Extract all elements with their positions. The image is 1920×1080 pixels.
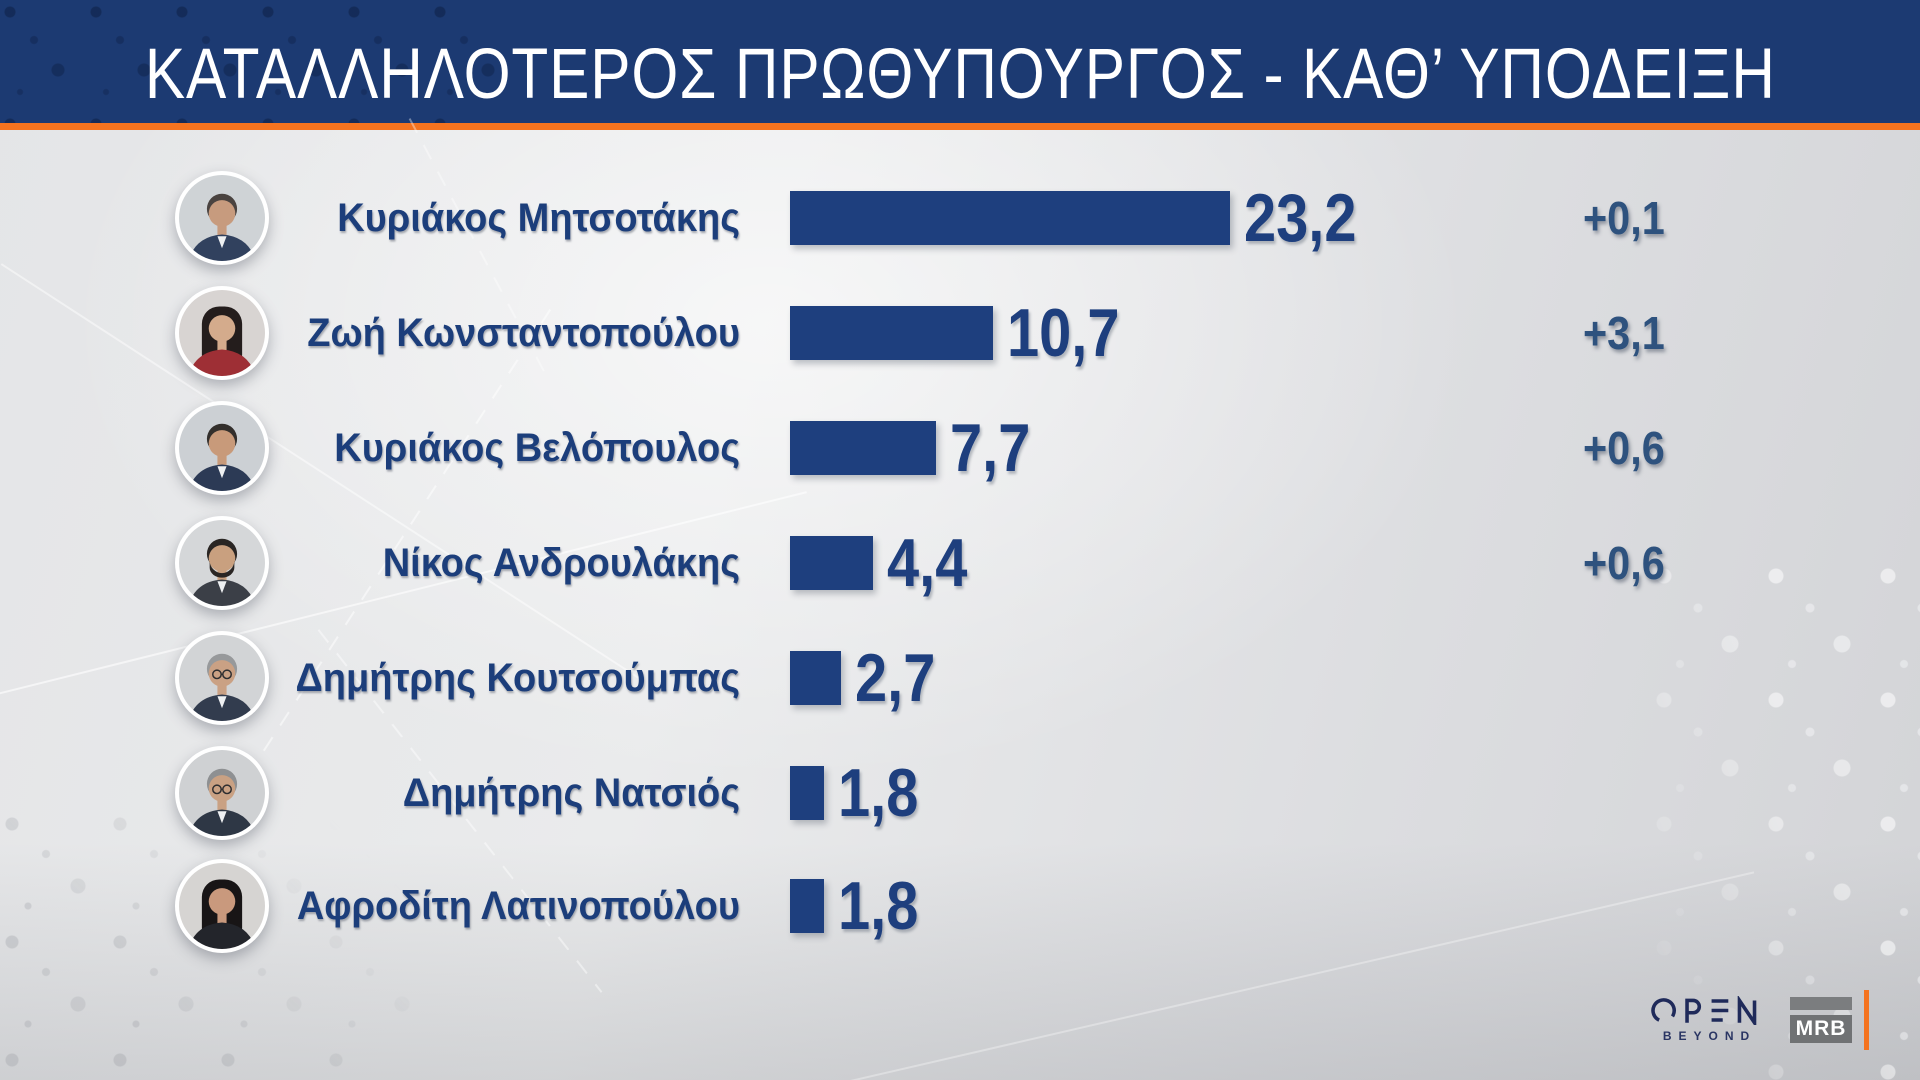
politician-name: Δημήτρης Κουτσούμπας — [295, 655, 740, 700]
politician-photo — [179, 520, 265, 606]
result-value: 1,8 — [838, 868, 919, 944]
avatar — [175, 746, 269, 840]
result-value: 7,7 — [950, 410, 1031, 486]
politician-photo — [179, 750, 265, 836]
open-tv-logo: BEYOND — [1650, 996, 1762, 1043]
result-value: 4,4 — [887, 525, 968, 601]
result-value: 1,8 — [838, 755, 919, 831]
politician-portrait-illustration — [179, 405, 265, 491]
politician-photo — [179, 635, 265, 721]
politician-portrait-illustration — [179, 520, 265, 606]
avatar — [175, 516, 269, 610]
avatar — [175, 859, 269, 953]
result-bar — [790, 306, 993, 360]
change-value: +0,1 — [1583, 192, 1665, 244]
politician-name: Αφροδίτη Λατινοπούλου — [296, 883, 740, 928]
result-bar — [790, 536, 873, 590]
open-logo-icon — [1651, 996, 1757, 1025]
result-value: 2,7 — [855, 640, 936, 716]
politician-photo — [179, 405, 265, 491]
title-banner: ΚΑΤΑΛΛΗΛΟΤΕΡΟΣ ΠΡΩΘΥΠΟΥΡΓΟΣ - ΚΑΘ’ ΥΠΟΔΕ… — [0, 0, 1920, 123]
avatar — [175, 171, 269, 265]
politician-photo — [179, 175, 265, 261]
avatar — [175, 401, 269, 495]
politician-name: Δημήτρης Νατσιός — [402, 770, 740, 815]
page-title: ΚΑΤΑΛΛΗΛΟΤΕΡΟΣ ΠΡΩΘΥΠΟΥΡΓΟΣ - ΚΑΘ’ ΥΠΟΔΕ… — [144, 35, 1776, 114]
politician-name: Κυριάκος Βελόπουλος — [334, 425, 740, 470]
corner-dot-texture — [1650, 560, 1920, 1080]
change-value: +0,6 — [1583, 422, 1665, 474]
avatar — [175, 631, 269, 725]
poll-row: Κυριάκος Μητσοτάκης 23,2 +0,1 — [0, 163, 1920, 273]
orange-divider — [1864, 990, 1869, 1050]
poll-row: Κυριάκος Βελόπουλος 7,7 +0,6 — [0, 393, 1920, 503]
poll-row: Ζωή Κωνσταντοπούλου 10,7 +3,1 — [0, 278, 1920, 388]
politician-portrait-illustration — [179, 290, 265, 376]
result-value: 10,7 — [1007, 295, 1120, 371]
result-bar — [790, 766, 824, 820]
politician-portrait-illustration — [179, 175, 265, 261]
mrb-logo-label: MRB — [1790, 1015, 1852, 1043]
change-value: +0,6 — [1583, 537, 1665, 589]
mrb-logo: MRB — [1790, 997, 1852, 1043]
open-beyond-label: BEYOND — [1662, 1029, 1757, 1043]
avatar — [175, 286, 269, 380]
politician-photo — [179, 290, 265, 376]
result-bar — [790, 191, 1230, 245]
poll-row: Δημήτρης Κουτσούμπας 2,7 — [0, 623, 1920, 733]
politician-name: Κυριάκος Μητσοτάκης — [337, 195, 740, 240]
poll-row: Νίκος Ανδρουλάκης 4,4 +0,6 — [0, 508, 1920, 618]
politician-name: Ζωή Κωνσταντοπούλου — [307, 310, 740, 355]
mrb-logo-bar — [1790, 997, 1852, 1010]
politician-portrait-illustration — [179, 750, 265, 836]
politician-name: Νίκος Ανδρουλάκης — [382, 540, 740, 585]
politician-photo — [179, 863, 265, 949]
poll-row: Δημήτρης Νατσιός 1,8 — [0, 738, 1920, 848]
politician-portrait-illustration — [179, 635, 265, 721]
header-dot-texture — [0, 0, 520, 123]
change-value: +3,1 — [1583, 307, 1665, 359]
result-bar — [790, 651, 841, 705]
politician-portrait-illustration — [179, 863, 265, 949]
poll-row: Αφροδίτη Λατινοπούλου 1,8 — [0, 851, 1920, 961]
orange-accent-line — [0, 123, 1920, 130]
result-bar — [790, 879, 824, 933]
result-value: 23,2 — [1244, 180, 1357, 256]
result-bar — [790, 421, 936, 475]
